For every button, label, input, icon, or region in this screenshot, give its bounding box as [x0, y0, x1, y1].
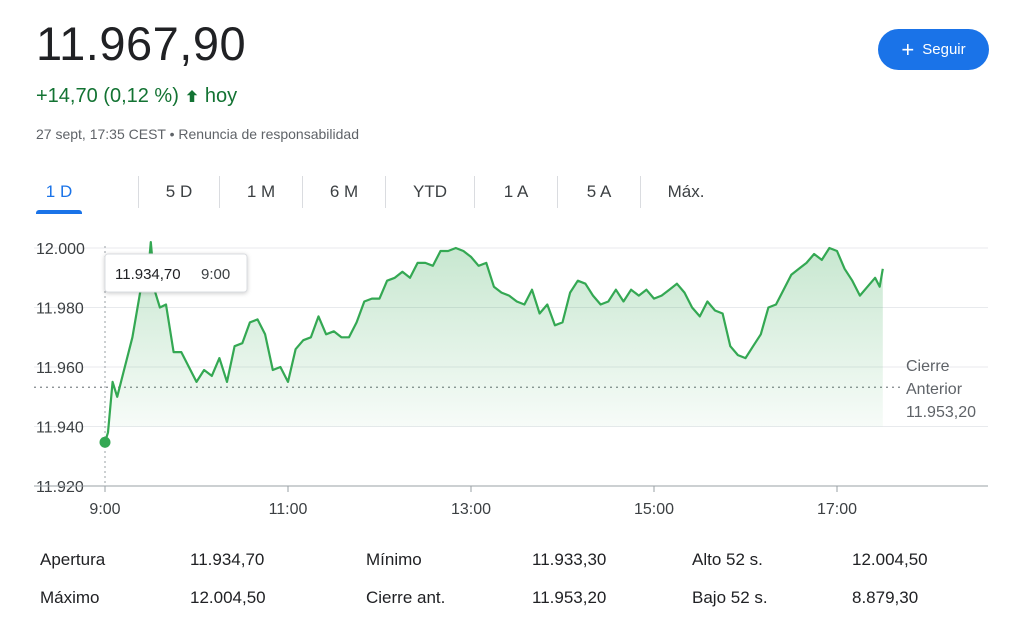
follow-button[interactable]: + Seguir — [878, 29, 989, 70]
series-area — [105, 242, 883, 443]
tab-5d[interactable]: 5 D — [139, 172, 219, 212]
tab-divider — [385, 176, 386, 208]
tab-divider — [474, 176, 475, 208]
previous-close-label: Anterior — [906, 381, 963, 398]
meta-separator: • — [169, 126, 175, 142]
previous-close-value: 11.953,20 — [906, 404, 976, 421]
stat-value-prev-close: 11.953,20 — [532, 588, 607, 607]
stat-value-open: 11.934,70 — [190, 550, 265, 569]
x-tick-label: 13:00 — [451, 501, 491, 518]
tab-1d[interactable]: 1 D — [36, 172, 82, 214]
stat-value-low: 11.933,30 — [532, 550, 607, 569]
tab-5a[interactable]: 5 A — [558, 172, 640, 212]
follow-button-label: Seguir — [922, 41, 966, 58]
tab-1m[interactable]: 1 M — [220, 172, 302, 212]
y-tick-label: 11.980 — [36, 301, 84, 318]
price-change: +14,70 (0,12 %) hoy — [36, 82, 237, 110]
stat-value-52w-low: 8.879,30 — [852, 588, 919, 607]
stat-value-high: 12.004,50 — [190, 588, 266, 607]
y-tick-label: 11.940 — [36, 420, 84, 437]
hover-point — [99, 436, 111, 448]
x-tick-label: 17:00 — [817, 501, 857, 518]
tab-label: YTD — [413, 182, 447, 201]
stat-label-prev-close: Cierre ant. — [366, 588, 446, 607]
tab-label: 5 A — [586, 182, 612, 201]
tab-6m[interactable]: 6 M — [303, 172, 385, 212]
quote-meta: 27 sept, 17:35 CEST • Renuncia de respon… — [36, 124, 359, 144]
previous-close-label: Cierre — [906, 358, 950, 375]
stat-value-52w-high: 12.004,50 — [852, 550, 928, 569]
stat-label-open: Apertura — [40, 550, 106, 569]
x-tick-label: 11:00 — [269, 501, 308, 518]
stat-label-52w-low: Bajo 52 s. — [692, 588, 768, 607]
tab-divider — [138, 176, 139, 208]
tab-divider — [557, 176, 558, 208]
hover-tooltip: 11.934,70 9:00 — [104, 253, 248, 293]
range-tabs: 1 D 5 D 1 M 6 M YTD 1 A 5 A Máx. — [36, 172, 731, 214]
x-tick-label: 15:00 — [634, 501, 674, 518]
y-tick-label: 12.000 — [36, 241, 85, 258]
tab-label: 1 D — [45, 182, 73, 201]
tab-label: 1 M — [246, 182, 276, 201]
tab-label: 1 A — [503, 182, 529, 201]
tab-divider — [640, 176, 641, 208]
x-tick-label: 9:00 — [89, 501, 120, 518]
tab-label: 5 D — [165, 182, 193, 201]
price-change-period: hoy — [204, 85, 238, 107]
arrow-up-icon — [186, 90, 198, 102]
tab-divider — [219, 176, 220, 208]
plus-icon: + — [901, 36, 915, 62]
tab-label: 6 M — [329, 182, 359, 201]
tab-max[interactable]: Máx. — [641, 172, 731, 212]
current-price: 11.967,90 — [36, 17, 247, 70]
series-line — [103, 241, 884, 443]
tab-label: Máx. — [667, 182, 705, 201]
stat-label-52w-high: Alto 52 s. — [692, 550, 763, 569]
tab-1a[interactable]: 1 A — [475, 172, 557, 212]
tooltip-time: 9:00 — [201, 266, 230, 283]
tab-divider — [302, 176, 303, 208]
disclaimer-link[interactable]: Renuncia de responsabilidad — [178, 126, 359, 142]
stat-label-high: Máximo — [40, 588, 100, 607]
quote-timestamp: 27 sept, 17:35 CEST — [36, 126, 166, 142]
tooltip-value: 11.934,70 — [115, 266, 181, 283]
price-chart[interactable]: 12.000 11.980 11.960 11.940 11.920 9:00 11:00 1… — [0, 230, 1024, 530]
price-change-value: +14,70 (0,12 %) — [36, 85, 179, 107]
tooltip-box — [104, 253, 248, 293]
y-tick-label: 11.920 — [36, 479, 84, 496]
y-tick-label: 11.960 — [36, 360, 84, 377]
stat-label-low: Mínimo — [366, 550, 422, 569]
tab-ytd[interactable]: YTD — [386, 172, 474, 212]
